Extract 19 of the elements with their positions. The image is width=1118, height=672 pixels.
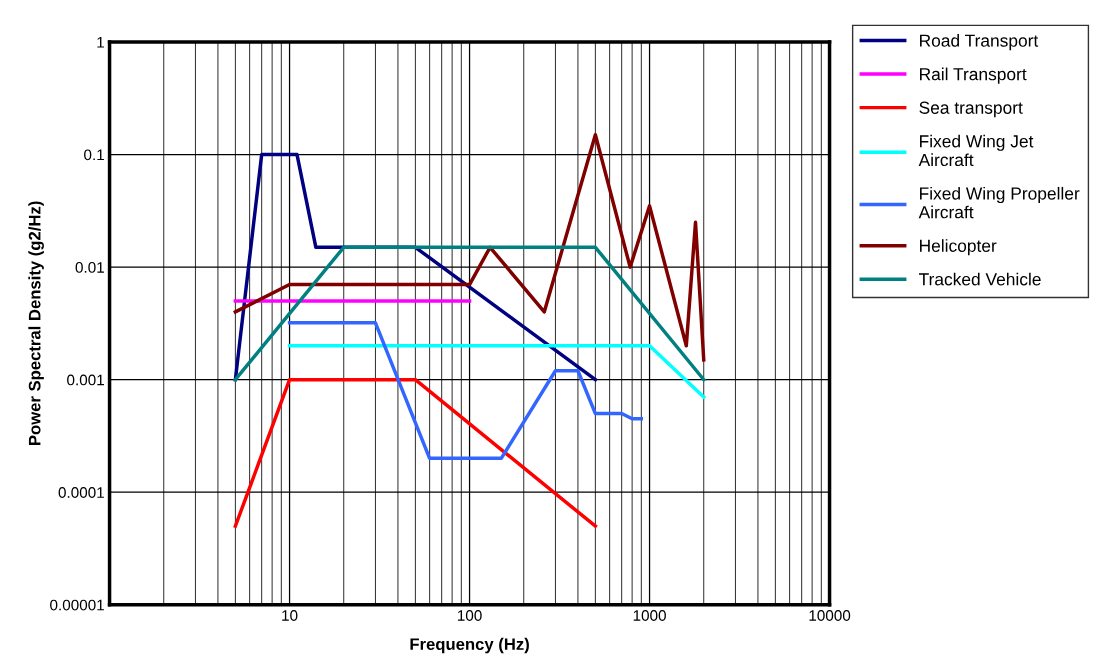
y-tick-label: 0.0001: [58, 487, 104, 498]
x-tick-label: 1000: [633, 610, 666, 621]
y-tick-label: 0.1: [84, 149, 104, 161]
y-tick-label: 0.01: [75, 261, 104, 273]
y-tick-label: 0.00001: [50, 599, 104, 611]
legend-label: Rail Transport: [920, 67, 1027, 84]
x-tick-label: 100: [457, 610, 482, 621]
legend-label: Helicopter: [920, 239, 997, 256]
x-axis-title: Frequency (Hz): [410, 637, 529, 654]
legend-label: Sea transport: [919, 101, 1023, 118]
legend-label: Tracked Vehicle: [919, 272, 1041, 286]
legend-label: Road Transport: [920, 34, 1039, 51]
x-tick-label: 10: [282, 610, 298, 621]
legend-label: Fixed Wing Propeller Aircraft: [918, 186, 1080, 219]
x-tick-label: 10000: [809, 610, 851, 621]
y-axis-title: Power Spectral Density (g2/Hz): [28, 201, 44, 445]
legend-label: Fixed Wing Jet Aircraft: [918, 134, 1034, 167]
y-tick-label: 1: [97, 37, 104, 48]
y-tick-label: 0.001: [67, 374, 104, 386]
